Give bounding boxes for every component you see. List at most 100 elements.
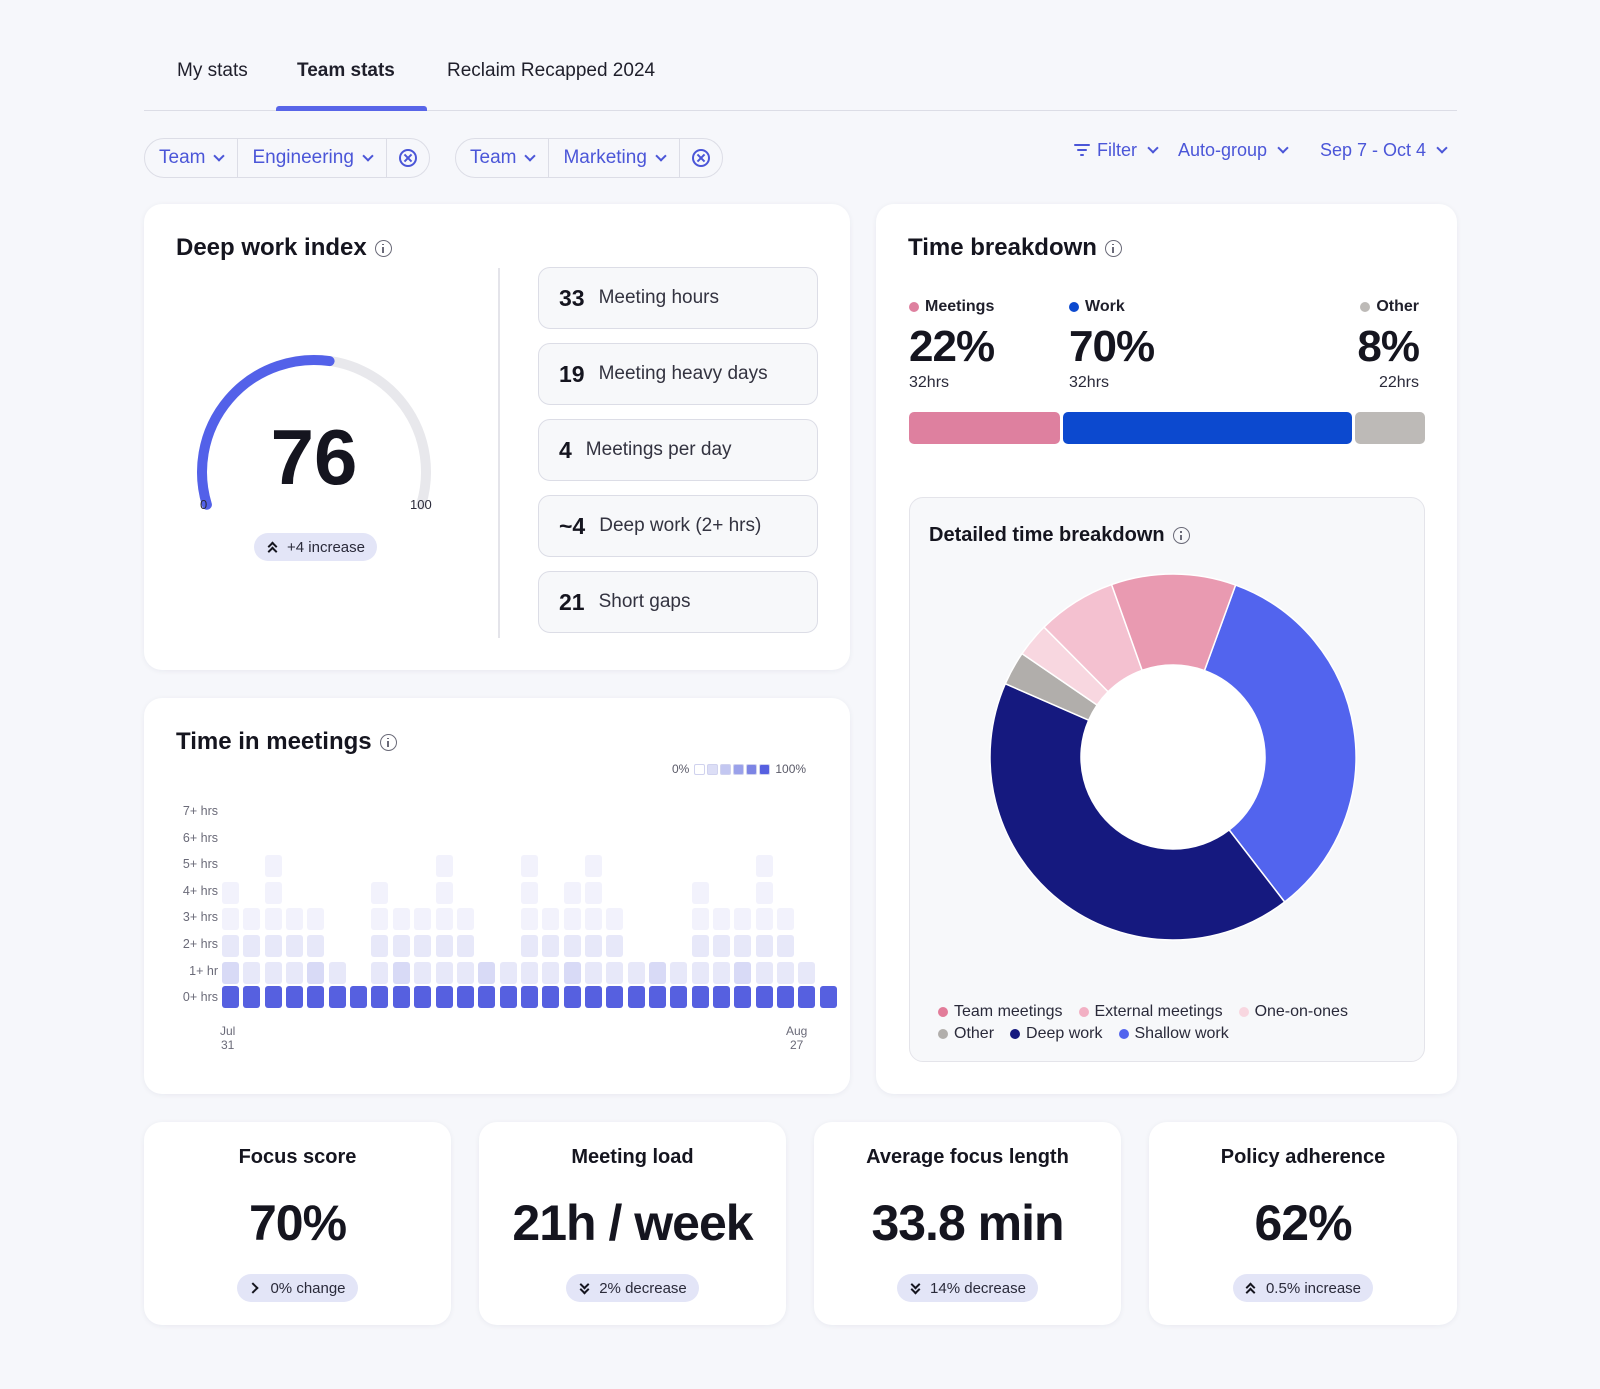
info-icon[interactable]	[1172, 527, 1190, 544]
heatmap-cell[interactable]	[414, 961, 432, 984]
heatmap-cell[interactable]	[542, 935, 560, 957]
filter-value-dropdown[interactable]: Engineering	[238, 139, 387, 177]
heatmap-cell[interactable]	[649, 986, 666, 1009]
heatmap-cell[interactable]	[307, 908, 325, 931]
remove-filter-button[interactable]	[680, 139, 722, 177]
heatmap-cell[interactable]	[713, 908, 731, 931]
heatmap-cell[interactable]	[670, 986, 688, 1009]
heatmap-cell[interactable]	[691, 935, 709, 957]
heatmap-cell[interactable]	[414, 986, 432, 1009]
heatmap-cell[interactable]	[243, 961, 261, 984]
heatmap-cell[interactable]	[520, 881, 538, 904]
heatmap-cell[interactable]	[286, 986, 304, 1009]
heatmap-cell[interactable]	[563, 961, 581, 984]
heatmap-cell[interactable]	[243, 908, 261, 931]
heatmap-cell[interactable]	[755, 881, 773, 904]
info-icon[interactable]	[374, 239, 392, 257]
heatmap-cell[interactable]	[755, 908, 773, 931]
heatmap-cell[interactable]	[755, 986, 773, 1009]
heatmap-cell[interactable]	[691, 986, 709, 1009]
heatmap-cell[interactable]	[755, 961, 773, 984]
heatmap-cell[interactable]	[691, 961, 709, 984]
heatmap-cell[interactable]	[542, 961, 560, 984]
filter-type-dropdown[interactable]: Team	[145, 139, 239, 177]
heatmap-cell[interactable]	[435, 961, 453, 984]
heatmap-cell[interactable]	[627, 986, 645, 1009]
heatmap-cell[interactable]	[520, 961, 538, 984]
filter-value-dropdown[interactable]: Marketing	[549, 139, 680, 177]
heatmap-cell[interactable]	[520, 855, 538, 878]
heatmap-cell[interactable]	[819, 986, 837, 1009]
heatmap-cell[interactable]	[392, 935, 410, 957]
heatmap-cell[interactable]	[264, 986, 282, 1009]
heatmap-cell[interactable]	[435, 935, 453, 957]
date-range-dropdown[interactable]: Sep 7 - Oct 4	[1320, 140, 1448, 161]
heatmap-cell[interactable]	[264, 881, 282, 904]
heatmap-cell[interactable]	[713, 986, 731, 1009]
heatmap-cell[interactable]	[328, 986, 346, 1009]
remove-filter-button[interactable]	[387, 139, 429, 177]
heatmap-cell[interactable]	[371, 986, 389, 1009]
heatmap-cell[interactable]	[563, 881, 581, 904]
heatmap-cell[interactable]	[456, 961, 474, 984]
heatmap-cell[interactable]	[222, 935, 239, 957]
heatmap-cell[interactable]	[371, 881, 389, 904]
heatmap-cell[interactable]	[392, 961, 410, 984]
heatmap-cell[interactable]	[691, 881, 709, 904]
heatmap-cell[interactable]	[307, 961, 325, 984]
heatmap-cell[interactable]	[243, 935, 261, 957]
heatmap-cell[interactable]	[499, 986, 517, 1009]
heatmap-cell[interactable]	[798, 986, 816, 1009]
heatmap-cell[interactable]	[286, 961, 304, 984]
heatmap-cell[interactable]	[499, 961, 517, 984]
heatmap-cell[interactable]	[670, 961, 688, 984]
heatmap-cell[interactable]	[414, 908, 432, 931]
heatmap-cell[interactable]	[777, 961, 795, 984]
filter-type-dropdown[interactable]: Team	[456, 139, 550, 177]
heatmap-cell[interactable]	[798, 961, 816, 984]
heatmap-cell[interactable]	[435, 881, 453, 904]
heatmap-cell[interactable]	[435, 908, 453, 931]
heatmap-cell[interactable]	[520, 908, 538, 931]
heatmap-cell[interactable]	[456, 908, 474, 931]
info-icon[interactable]	[379, 733, 397, 751]
heatmap-cell[interactable]	[777, 986, 795, 1009]
heatmap-cell[interactable]	[307, 986, 325, 1009]
heatmap-cell[interactable]	[606, 908, 624, 931]
heatmap-cell[interactable]	[777, 935, 795, 957]
heatmap-cell[interactable]	[713, 935, 731, 957]
heatmap-cell[interactable]	[392, 986, 410, 1009]
filter-button[interactable]: Filter	[1074, 140, 1159, 161]
tab-team-stats[interactable]: Team stats	[297, 60, 395, 81]
heatmap-cell[interactable]	[734, 961, 752, 984]
heatmap-cell[interactable]	[307, 935, 325, 957]
heatmap-cell[interactable]	[734, 908, 752, 931]
heatmap-cell[interactable]	[371, 908, 389, 931]
tab-reclaim-recapped[interactable]: Reclaim Recapped 2024	[447, 60, 656, 81]
heatmap-cell[interactable]	[435, 986, 453, 1009]
heatmap-cell[interactable]	[264, 855, 282, 878]
heatmap-cell[interactable]	[542, 986, 560, 1009]
heatmap-cell[interactable]	[286, 908, 304, 931]
heatmap-cell[interactable]	[456, 935, 474, 957]
heatmap-cell[interactable]	[286, 935, 304, 957]
heatmap-cell[interactable]	[584, 961, 602, 984]
heatmap-cell[interactable]	[734, 986, 752, 1009]
heatmap-cell[interactable]	[456, 986, 474, 1009]
group-dropdown[interactable]: Auto-group	[1178, 140, 1289, 161]
heatmap-cell[interactable]	[371, 961, 389, 984]
heatmap-cell[interactable]	[264, 935, 282, 957]
heatmap-cell[interactable]	[584, 855, 602, 878]
heatmap-cell[interactable]	[243, 986, 261, 1009]
heatmap-cell[interactable]	[478, 986, 496, 1009]
tab-my-stats[interactable]: My stats	[177, 60, 248, 81]
heatmap-cell[interactable]	[542, 908, 560, 931]
donut-slice-shallow-work[interactable]	[1203, 584, 1357, 904]
heatmap-cell[interactable]	[606, 961, 624, 984]
heatmap-cell[interactable]	[691, 908, 709, 931]
heatmap-cell[interactable]	[350, 986, 368, 1009]
heatmap-cell[interactable]	[264, 961, 282, 984]
heatmap-cell[interactable]	[563, 935, 581, 957]
heatmap-cell[interactable]	[584, 881, 602, 904]
heatmap-cell[interactable]	[478, 961, 496, 984]
